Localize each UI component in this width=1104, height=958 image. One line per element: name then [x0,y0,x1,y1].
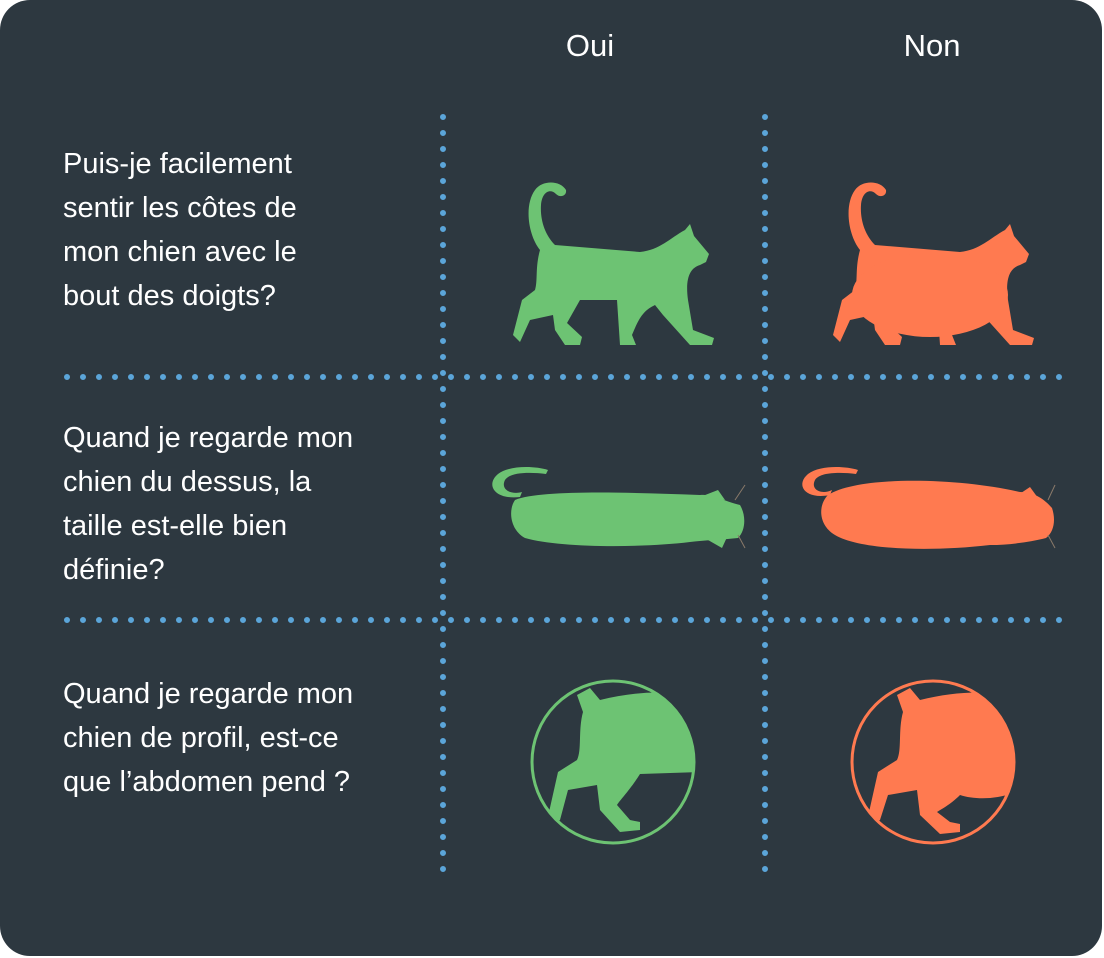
column-header-no: Non [903,28,961,63]
question-line: bout des doigts? [63,280,276,312]
thin-cat-abdomen-icon [530,679,696,845]
question-line: Puis-je facilement [63,148,292,180]
thin-cat-side-icon [513,182,714,345]
question-line: mon chien avec le [63,236,297,268]
fat-cat-top-icon [802,467,1054,549]
question-line: Quand je regarde mon [63,422,354,454]
question-line: chien du dessus, la [63,466,312,498]
question-line: sentir les côtes de [63,192,297,224]
question-abdomen: Quand je regarde mon chien de profil, es… [63,672,423,804]
grid-dotted-lines [64,114,1065,873]
fat-cat-side-icon [833,182,1034,345]
question-line: Quand je regarde mon [63,678,354,710]
question-line: définie? [63,554,165,586]
question-line: que l’abdomen pend ? [63,766,351,798]
column-header-yes: Oui [565,28,615,63]
question-waist: Quand je regarde mon chien du dessus, la… [63,416,423,592]
question-line: taille est-elle bien [63,510,288,542]
question-line: chien de profil, est-ce [63,722,339,754]
question-ribs: Puis-je facilement sentir les côtes de m… [63,142,423,318]
fat-cat-abdomen-icon [850,679,1016,845]
thin-cat-top-icon [492,467,745,548]
whiskers [734,484,1056,549]
